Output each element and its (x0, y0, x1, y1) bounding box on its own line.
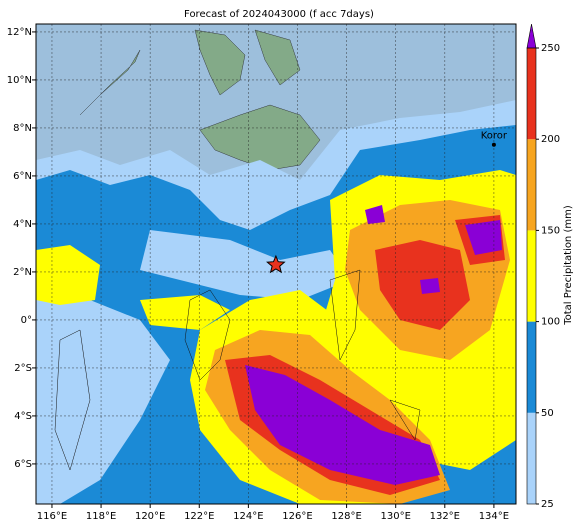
colorbar-segment (527, 321, 536, 413)
coastline (389, 399, 421, 441)
precip-area (140, 295, 230, 330)
event-marker (266, 254, 286, 274)
coastline (54, 329, 91, 471)
colorbar-tick-label: 100 (541, 317, 560, 328)
lat-tick-label: 0° (21, 315, 32, 326)
lon-tick-label: 124°E (233, 511, 263, 522)
lon-tick-label: 118°E (86, 511, 116, 522)
precip-area (420, 278, 440, 294)
colorbar-tick-label: 250 (541, 43, 560, 54)
lat-tick-label: 10°N (7, 75, 32, 86)
colorbar-segment (527, 139, 536, 231)
precip-area (36, 290, 170, 504)
colorbar-tick-label: 25 (541, 499, 554, 510)
lat-tick-label: 6°N (13, 171, 32, 182)
precip-area (365, 205, 385, 224)
lon-tick-label: 120°E (135, 511, 165, 522)
precip-area (465, 220, 502, 255)
colorbar-tick-label: 150 (541, 225, 560, 236)
land (194, 29, 246, 96)
lat-tick-label: 4°S (14, 411, 32, 422)
land (79, 49, 141, 116)
colorbar-extend (526, 23, 537, 49)
map-frame (35, 23, 517, 505)
lon-tick-label: 132°E (430, 511, 460, 522)
colorbar-segment (527, 230, 536, 322)
lon-tick-label: 134°E (479, 511, 509, 522)
lat-tick-label: 2°S (14, 363, 32, 374)
lon-tick-label: 122°E (184, 511, 214, 522)
precip-area (140, 230, 350, 300)
coastline (329, 269, 361, 361)
lat-tick-label: 12°N (7, 27, 32, 38)
lon-tick-label: 130°E (380, 511, 410, 522)
colorbar-label: Total Precipitation (mm) (563, 205, 574, 326)
lat-tick-label: 4°N (13, 219, 32, 230)
colorbar-segment (527, 412, 536, 504)
map-title: Forecast of 2024043000 (f acc 7days) (184, 9, 374, 20)
precip-area (245, 365, 440, 485)
lat-tick-label: 2°N (13, 267, 32, 278)
place-dot (491, 142, 496, 147)
lon-tick-label: 116°E (37, 511, 67, 522)
land (254, 29, 301, 86)
colorbar-tick-label: 50 (541, 408, 554, 419)
colorbar-tick-label: 200 (541, 134, 560, 145)
colorbar-frame (526, 47, 537, 505)
lon-tick-label: 128°E (331, 511, 361, 522)
lat-tick-label: 6°S (14, 459, 32, 470)
coastline (184, 289, 231, 381)
lon-tick-label: 126°E (282, 511, 312, 522)
place-label: Koror (481, 131, 508, 142)
lat-tick-label: 8°N (13, 123, 32, 134)
land (199, 104, 321, 171)
colorbar-segment (527, 48, 536, 140)
